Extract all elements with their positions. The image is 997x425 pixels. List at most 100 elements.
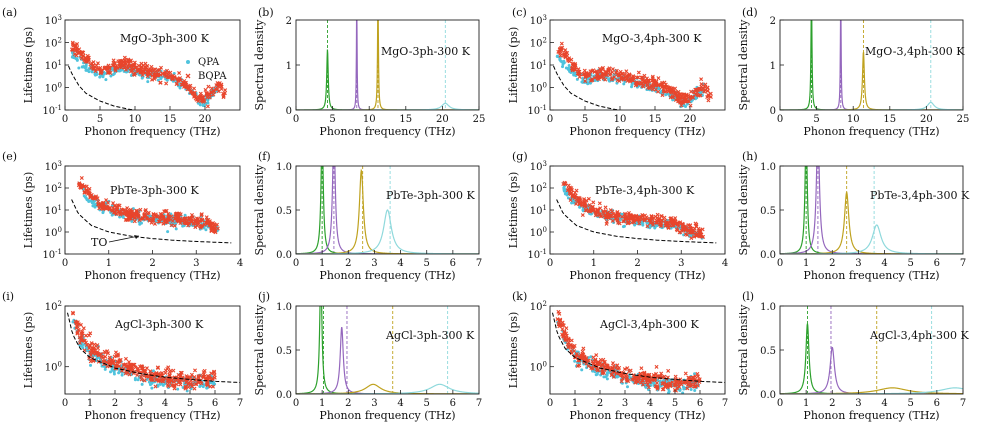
bqpa-point	[140, 70, 145, 75]
x-tick-label: 6	[450, 258, 456, 269]
x-tick-label: 0	[777, 258, 783, 269]
bqpa-point	[669, 216, 674, 221]
panel-title: AgCl-3,4ph-300 K	[869, 329, 969, 342]
bqpa-point	[626, 216, 631, 221]
panel-a: (a) 10-1 100 101 102 103 QPA BQPA 0 5 10 15 20 MgO-3p…	[2, 6, 241, 138]
bqpa-point	[604, 73, 609, 78]
bqpa-point	[610, 366, 615, 371]
plot-area	[67, 310, 240, 393]
reference-curve	[553, 65, 624, 110]
y-tick-label: 102	[530, 182, 547, 195]
y-tick-label: 2	[770, 16, 776, 27]
qpa-point	[130, 219, 134, 223]
bqpa-point	[680, 221, 685, 226]
x-axis-label: Phonon frequency (THz)	[84, 269, 220, 282]
bqpa-point	[209, 228, 214, 233]
legend-bqpa-label: BQPA	[198, 71, 227, 82]
bqpa-point	[678, 377, 683, 382]
panel-label: (l)	[742, 290, 754, 303]
qpa-point	[120, 373, 124, 377]
bqpa-point	[80, 333, 85, 338]
bqpa-point	[106, 63, 111, 68]
y-axis-label: Spectral density	[253, 164, 266, 256]
panel-title: PbTe-3ph-300 K	[110, 184, 199, 197]
spectral-peak-3	[780, 52, 963, 110]
bqpa-point	[708, 91, 713, 96]
panel-title: PbTe-3ph-300 K	[386, 189, 475, 202]
qpa-point	[621, 225, 625, 229]
bqpa-point	[127, 64, 132, 69]
bqpa-point	[670, 95, 675, 100]
bqpa-point	[675, 93, 680, 98]
bqpa-point	[559, 41, 564, 46]
bqpa-point	[699, 84, 704, 89]
axes-frame	[549, 19, 726, 111]
qpa-point	[607, 78, 611, 82]
bqpa-point	[198, 373, 203, 378]
bqpa-point	[655, 215, 660, 220]
qpa-point	[85, 68, 89, 72]
x-tick-label: 10	[847, 114, 860, 125]
qpa-point	[581, 80, 585, 84]
x-tick-label: 3	[371, 398, 377, 409]
bqpa-point	[107, 70, 112, 75]
bqpa-point	[209, 86, 214, 91]
x-tick-label: 0	[62, 114, 68, 125]
bqpa-point	[628, 215, 633, 220]
x-tick-label: 0	[547, 114, 553, 125]
bqpa-point	[179, 370, 184, 375]
bqpa-point	[627, 73, 632, 78]
bqpa-point	[155, 365, 160, 370]
qpa-point	[564, 66, 568, 70]
qpa-point	[625, 385, 629, 389]
bqpa-point	[89, 348, 94, 353]
panel-e: (e) 10-1 100 101 102 103 TO 0 1 2 3 4 PbTe-3ph-300 K…	[2, 150, 243, 282]
bqpa-point	[561, 334, 566, 339]
bqpa-point	[596, 367, 601, 372]
x-tick-label: 5	[329, 114, 335, 125]
x-tick-label: 4	[647, 398, 653, 409]
qpa-point	[605, 377, 609, 381]
bqpa-point	[135, 369, 140, 374]
panel-title: MgO-3ph-300 K	[120, 32, 210, 45]
y-axis-label: Lifetimes (ps)	[507, 312, 520, 389]
panel-label: (g)	[512, 150, 528, 163]
bqpa-point	[678, 230, 683, 234]
y-tick-label: 0.5	[276, 206, 292, 217]
bqpa-point	[113, 350, 118, 355]
bqpa-point	[698, 93, 703, 98]
bqpa-point	[178, 221, 183, 226]
qpa-point	[146, 80, 150, 84]
bqpa-point	[122, 65, 127, 70]
bqpa-point	[177, 71, 182, 76]
qpa-point	[176, 387, 180, 391]
panel-title: PbTe-3,4ph-300 K	[595, 184, 695, 197]
bqpa-point	[198, 217, 203, 222]
x-axis-label: Phonon frequency (THz)	[319, 125, 455, 138]
bqpa-point	[566, 183, 571, 188]
bqpa-point	[573, 67, 578, 72]
qpa-point	[555, 54, 559, 58]
bqpa-point	[556, 322, 561, 327]
bqpa-point	[664, 382, 669, 386]
bqpa-point	[204, 91, 209, 96]
panel-g: (g) 10-1 100 101 102 103 0 1 2 3 4 PbTe-3,4ph-300 K…	[507, 150, 728, 282]
bqpa-point	[676, 96, 681, 101]
bqpa-point	[556, 49, 561, 54]
bqpa-point	[675, 385, 680, 390]
bqpa-point	[573, 355, 578, 360]
bqpa-point	[597, 66, 602, 71]
qpa-point	[681, 391, 685, 394]
x-tick-label: 6	[934, 398, 940, 409]
bqpa-point	[193, 225, 198, 230]
bqpa-point	[178, 374, 183, 379]
bqpa-point	[165, 220, 170, 225]
bqpa-point	[209, 371, 214, 376]
qpa-point	[117, 371, 121, 375]
bqpa-point	[625, 221, 630, 226]
x-tick-label: 1	[106, 258, 112, 269]
qpa-point	[166, 230, 170, 234]
y-axis-label: Lifetimes (ps)	[22, 27, 35, 104]
bqpa-point	[689, 376, 694, 381]
y-axis-label: Spectral density	[737, 164, 750, 256]
